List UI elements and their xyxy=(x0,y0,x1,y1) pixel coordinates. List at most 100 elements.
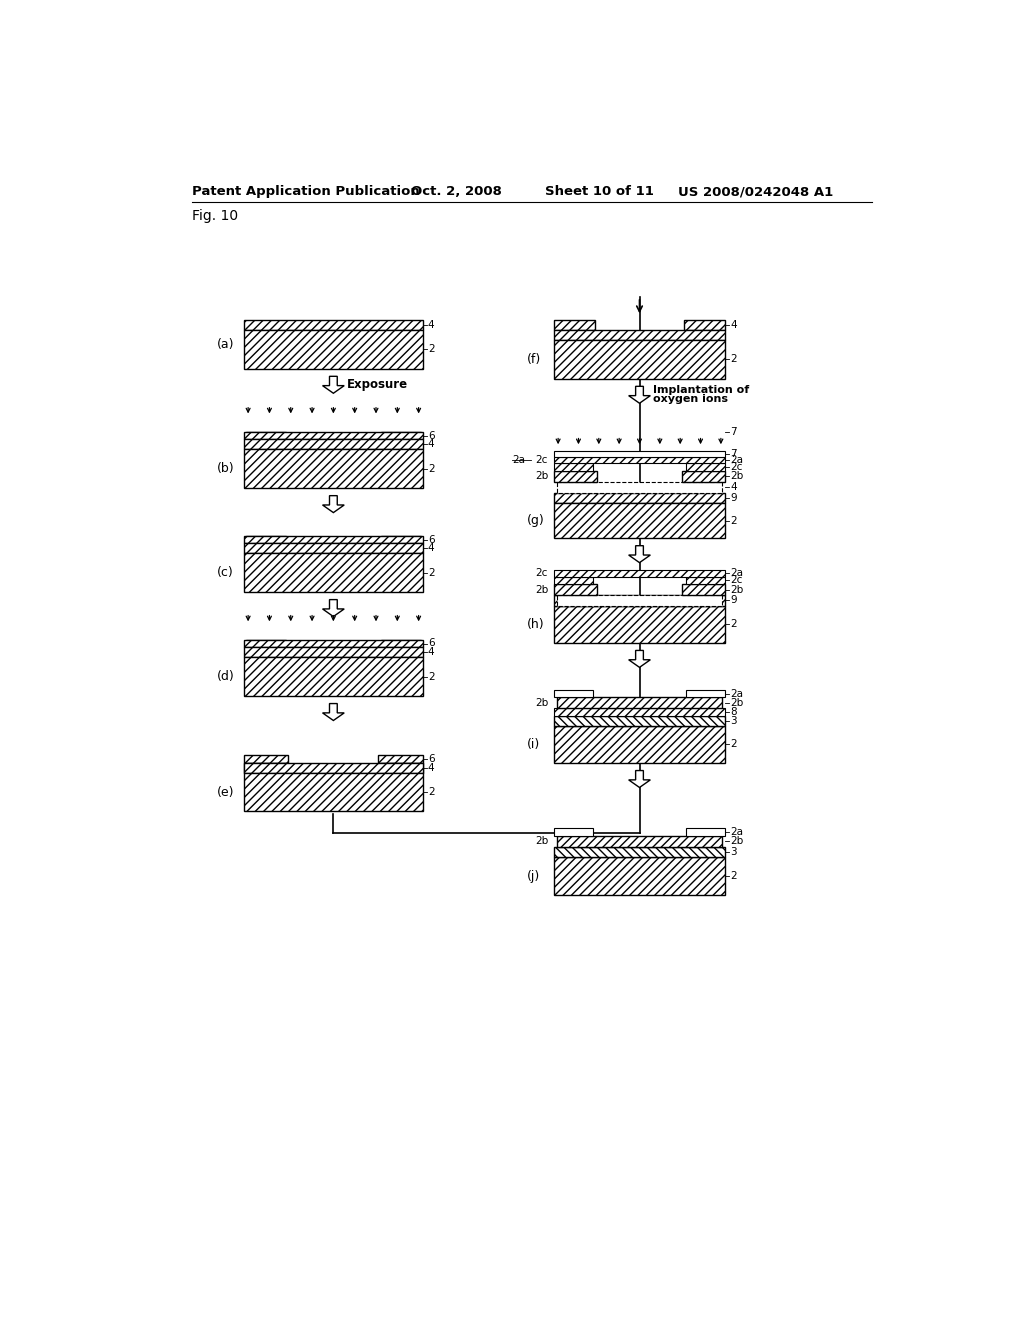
Text: 9: 9 xyxy=(730,595,737,606)
Bar xyxy=(245,536,423,544)
Bar xyxy=(554,708,725,715)
Bar xyxy=(554,471,597,482)
Text: 4: 4 xyxy=(428,321,434,330)
Polygon shape xyxy=(629,651,650,668)
Text: 2a: 2a xyxy=(730,455,743,465)
Text: 2b: 2b xyxy=(535,585,548,594)
Text: (b): (b) xyxy=(217,462,234,475)
Text: 2b: 2b xyxy=(730,585,743,594)
Bar xyxy=(554,857,725,895)
Text: Sheet 10 of 11: Sheet 10 of 11 xyxy=(545,185,654,198)
Bar xyxy=(378,755,423,763)
Bar xyxy=(245,440,423,449)
Text: 6: 6 xyxy=(428,535,434,545)
Text: Fig. 10: Fig. 10 xyxy=(191,209,238,223)
Bar xyxy=(554,847,725,857)
Bar xyxy=(245,449,423,488)
Bar xyxy=(682,471,725,482)
Polygon shape xyxy=(323,704,344,721)
Bar xyxy=(554,585,597,595)
Text: oxygen ions: oxygen ions xyxy=(653,395,728,404)
Bar xyxy=(246,536,286,544)
Bar xyxy=(245,657,423,696)
Text: 2: 2 xyxy=(428,672,434,681)
Bar xyxy=(245,763,423,774)
Text: 4: 4 xyxy=(428,544,434,553)
Text: (j): (j) xyxy=(527,870,541,883)
Polygon shape xyxy=(629,771,650,788)
Bar xyxy=(557,482,722,492)
Text: 7: 7 xyxy=(730,449,737,459)
Bar xyxy=(554,570,725,577)
Text: 2: 2 xyxy=(428,463,434,474)
Bar xyxy=(554,715,725,726)
Text: 3: 3 xyxy=(730,847,737,857)
Polygon shape xyxy=(323,496,344,512)
Bar xyxy=(554,829,593,836)
Text: 2: 2 xyxy=(730,619,737,630)
Text: 4: 4 xyxy=(428,440,434,449)
Text: 7: 7 xyxy=(730,426,737,437)
Bar xyxy=(554,689,593,697)
Text: 2b: 2b xyxy=(730,698,743,708)
Polygon shape xyxy=(629,387,650,404)
Bar xyxy=(554,577,593,585)
Bar xyxy=(245,763,289,774)
Text: 3: 3 xyxy=(730,715,737,726)
Bar xyxy=(245,755,289,763)
Text: 2b: 2b xyxy=(535,837,548,846)
Bar xyxy=(554,330,725,341)
Text: 2: 2 xyxy=(428,568,434,578)
Polygon shape xyxy=(629,545,650,562)
Text: 2a: 2a xyxy=(730,689,743,698)
Text: (a): (a) xyxy=(217,338,234,351)
Bar xyxy=(381,432,421,440)
Text: Implantation of: Implantation of xyxy=(653,385,750,395)
Bar xyxy=(686,577,725,585)
Bar xyxy=(686,689,725,697)
Bar xyxy=(557,595,722,606)
Bar xyxy=(682,585,725,595)
Text: (c): (c) xyxy=(217,566,233,579)
Bar xyxy=(686,829,725,836)
Bar xyxy=(686,463,725,471)
Bar xyxy=(554,606,725,643)
Text: 2b: 2b xyxy=(535,471,548,482)
Text: 2b: 2b xyxy=(730,837,743,846)
Bar xyxy=(245,647,423,657)
Text: Oct. 2, 2008: Oct. 2, 2008 xyxy=(411,185,502,198)
Bar xyxy=(245,321,423,330)
Bar xyxy=(554,341,725,379)
Bar xyxy=(557,697,722,708)
Text: 4: 4 xyxy=(428,763,434,772)
Bar xyxy=(245,544,423,553)
Text: 2b: 2b xyxy=(730,471,743,482)
Text: 2: 2 xyxy=(730,871,737,880)
Text: 4: 4 xyxy=(730,321,737,330)
Text: 4: 4 xyxy=(730,482,737,492)
Text: 2: 2 xyxy=(428,787,434,797)
Bar xyxy=(554,457,725,463)
Bar xyxy=(554,503,725,539)
Bar xyxy=(554,595,725,606)
Text: 2c: 2c xyxy=(730,576,742,585)
Text: Patent Application Publication: Patent Application Publication xyxy=(191,185,419,198)
Text: 2a: 2a xyxy=(730,569,743,578)
Bar xyxy=(381,640,421,647)
Text: 6: 6 xyxy=(428,430,434,441)
Bar xyxy=(246,640,286,647)
Bar xyxy=(378,763,423,774)
Polygon shape xyxy=(323,376,344,393)
Bar xyxy=(245,774,423,812)
Text: 8: 8 xyxy=(730,708,737,717)
Bar xyxy=(554,451,725,457)
Bar xyxy=(554,726,725,763)
Bar xyxy=(554,492,725,503)
Text: 2c: 2c xyxy=(730,462,742,473)
Text: (h): (h) xyxy=(527,618,545,631)
Text: 2a: 2a xyxy=(730,828,743,837)
Text: 2: 2 xyxy=(730,516,737,525)
Text: 2b: 2b xyxy=(535,698,548,708)
Bar xyxy=(245,330,423,368)
Text: 2: 2 xyxy=(730,354,737,364)
